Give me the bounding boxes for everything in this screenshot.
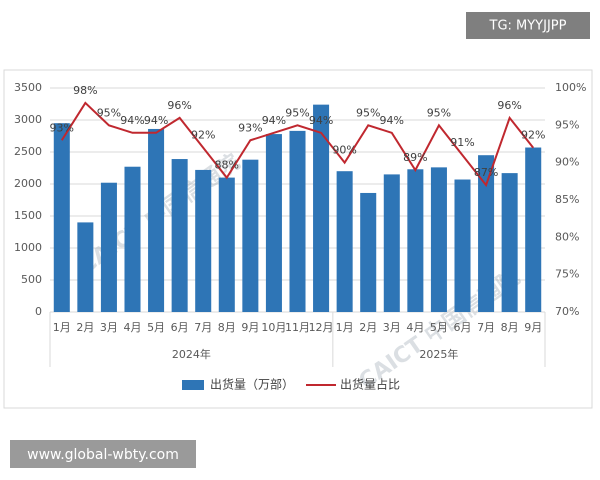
- x-tick-label: 1月: [336, 321, 354, 334]
- data-label: 94%: [309, 114, 333, 127]
- data-label: 95%: [285, 106, 309, 119]
- x-tick-label: 4月: [406, 321, 424, 334]
- data-label: 93%: [238, 121, 262, 134]
- data-label: 95%: [427, 106, 451, 119]
- bar: [360, 192, 377, 312]
- y2-tick-label: 75%: [555, 268, 579, 281]
- bar: [53, 123, 70, 312]
- data-label: 89%: [403, 151, 427, 164]
- data-label: 94%: [144, 114, 168, 127]
- bar: [195, 169, 212, 312]
- overlay-box: [466, 12, 590, 39]
- data-label: 95%: [97, 106, 121, 119]
- legend-label: 出货量（万部）: [210, 377, 294, 392]
- group-label: 2024年: [172, 347, 211, 361]
- x-tick-label: 9月: [241, 321, 259, 334]
- x-tick-label: 12月: [309, 321, 334, 334]
- x-tick-label: 2月: [359, 321, 377, 334]
- data-label: 96%: [497, 99, 521, 112]
- data-label: 98%: [73, 84, 97, 97]
- x-tick-label: 6月: [454, 321, 472, 334]
- bar: [171, 159, 188, 312]
- y-tick-label: 2500: [14, 145, 42, 158]
- y-tick-label: 3500: [14, 81, 42, 94]
- x-tick-label: 6月: [171, 321, 189, 334]
- data-label: 87%: [474, 166, 498, 179]
- x-tick-label: 5月: [147, 321, 165, 334]
- x-tick-label: 3月: [100, 321, 118, 334]
- chart-frame: [3, 69, 593, 409]
- bar: [478, 155, 495, 312]
- data-label: 88%: [215, 159, 239, 172]
- x-tick-label: 1月: [53, 321, 71, 334]
- x-tick-label: 7月: [194, 321, 212, 334]
- bar: [242, 159, 259, 312]
- y2-tick-label: 80%: [555, 230, 579, 243]
- data-label: 92%: [191, 129, 215, 142]
- bar: [218, 177, 235, 312]
- bar: [289, 130, 306, 312]
- y2-tick-label: 100%: [555, 81, 586, 94]
- data-label: 92%: [521, 129, 545, 142]
- bar: [148, 128, 165, 312]
- y-tick-label: 500: [21, 273, 42, 286]
- data-label: 94%: [380, 114, 404, 127]
- x-tick-label: 8月: [218, 321, 236, 334]
- bar: [383, 174, 400, 312]
- data-label: 94%: [120, 114, 144, 127]
- bar: [430, 167, 447, 312]
- x-tick-label: 7月: [477, 321, 495, 334]
- x-tick-label: 8月: [501, 321, 519, 334]
- bar: [77, 222, 94, 312]
- bar: [525, 147, 542, 312]
- x-tick-label: 5月: [430, 321, 448, 334]
- bar: [336, 171, 353, 312]
- group-label: 2025年: [419, 347, 458, 361]
- legend-label: 出货量占比: [340, 377, 400, 392]
- overlay-box: [10, 440, 196, 468]
- x-tick-label: 3月: [383, 321, 401, 334]
- data-label: 95%: [356, 106, 380, 119]
- y-tick-label: 3000: [14, 113, 42, 126]
- bar: [501, 173, 518, 312]
- data-label: 94%: [262, 114, 286, 127]
- x-tick-label: 2月: [76, 321, 94, 334]
- x-tick-label: 10月: [261, 321, 286, 334]
- x-tick-label: 9月: [524, 321, 542, 334]
- bar: [407, 169, 424, 312]
- y-tick-label: 1000: [14, 241, 42, 254]
- overlay-text: TG: MYYJJPP: [489, 19, 567, 34]
- legend-swatch: [182, 380, 204, 390]
- y-tick-label: 1500: [14, 209, 42, 222]
- data-label: 96%: [167, 99, 191, 112]
- bar: [313, 104, 330, 312]
- y2-tick-label: 95%: [555, 118, 579, 131]
- data-label: 91%: [450, 136, 474, 149]
- y-tick-label: 0: [35, 305, 42, 318]
- bar: [454, 179, 471, 312]
- overlay-text: www.global-wbty.com: [27, 447, 179, 463]
- x-tick-label: 4月: [124, 321, 142, 334]
- x-tick-label: 11月: [285, 321, 310, 334]
- line: [60, 101, 534, 188]
- bar: [265, 134, 282, 312]
- y2-tick-label: 90%: [555, 156, 579, 169]
- bar: [100, 182, 117, 312]
- y-tick-label: 2000: [14, 177, 42, 190]
- data-label: 93%: [50, 121, 74, 134]
- y2-tick-label: 70%: [555, 305, 579, 318]
- bar: [124, 166, 141, 312]
- data-label: 90%: [332, 144, 356, 157]
- y2-tick-label: 85%: [555, 193, 579, 206]
